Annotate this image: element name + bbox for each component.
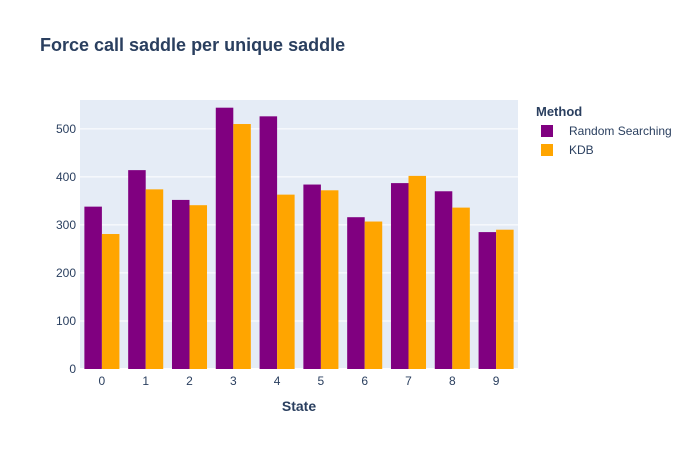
x-tick-label: 4 xyxy=(274,374,281,388)
bar-random-searching-3 xyxy=(215,107,234,369)
y-tick-label: 100 xyxy=(56,314,76,328)
y-axis-ticks: 0 100 200 300 400 500 xyxy=(56,122,76,376)
x-tick-label: 0 xyxy=(99,374,106,388)
bar-kdb-3 xyxy=(233,124,251,370)
bar-random-searching-9 xyxy=(478,232,497,369)
x-tick-label: 1 xyxy=(142,374,149,388)
bar-kdb-9 xyxy=(496,229,514,369)
bar-random-searching-5 xyxy=(303,184,321,369)
x-tick-label: 2 xyxy=(186,374,193,388)
x-tick-label: 9 xyxy=(493,374,500,388)
y-tick-label: 0 xyxy=(69,362,76,376)
bar-random-searching-0 xyxy=(84,206,102,369)
bar-kdb-4 xyxy=(277,194,295,369)
legend-swatch-kdb[interactable] xyxy=(541,144,553,156)
x-axis-title: State xyxy=(282,398,316,414)
bar-kdb-6 xyxy=(364,221,383,369)
bars xyxy=(84,107,514,370)
x-tick-label: 5 xyxy=(318,374,325,388)
x-tick-label: 7 xyxy=(405,374,412,388)
y-tick-label: 300 xyxy=(56,218,76,232)
bar-random-searching-7 xyxy=(390,183,409,369)
x-tick-label: 8 xyxy=(449,374,456,388)
bar-kdb-2 xyxy=(189,205,208,369)
bar-kdb-1 xyxy=(145,189,164,369)
bar-random-searching-4 xyxy=(259,116,278,369)
legend-label[interactable]: Random Searching xyxy=(569,124,672,138)
bar-random-searching-2 xyxy=(171,199,190,369)
y-tick-label: 400 xyxy=(56,170,76,184)
legend-label[interactable]: KDB xyxy=(569,143,594,157)
bar-random-searching-6 xyxy=(347,217,365,369)
x-tick-label: 6 xyxy=(361,374,368,388)
legend: Method Random Searching KDB xyxy=(536,104,672,157)
y-tick-label: 500 xyxy=(56,122,76,136)
bar-kdb-5 xyxy=(320,190,339,369)
bar-kdb-8 xyxy=(452,207,470,369)
bar-random-searching-8 xyxy=(434,191,453,369)
x-axis-ticks: 0 1 2 3 4 5 6 7 8 9 xyxy=(99,374,500,388)
legend-swatch-random-searching[interactable] xyxy=(541,125,553,137)
y-tick-label: 200 xyxy=(56,266,76,280)
bar-kdb-0 xyxy=(101,234,120,369)
legend-title: Method xyxy=(536,104,582,119)
x-tick-label: 3 xyxy=(230,374,237,388)
bar-random-searching-1 xyxy=(128,170,146,369)
chart-title: Force call saddle per unique saddle xyxy=(40,35,345,55)
bar-kdb-7 xyxy=(408,175,427,369)
